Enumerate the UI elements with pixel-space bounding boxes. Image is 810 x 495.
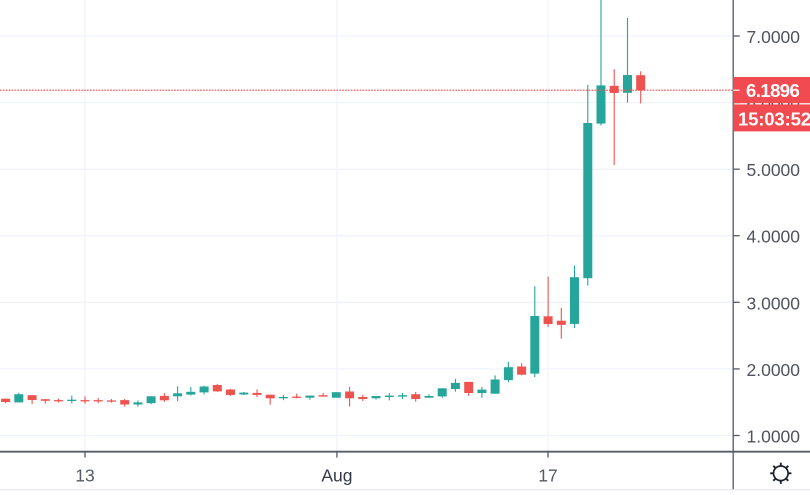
svg-text:4.0000: 4.0000	[747, 227, 801, 247]
svg-text:15:03:52: 15:03:52	[738, 109, 810, 130]
svg-text:7.0000: 7.0000	[747, 27, 801, 47]
svg-text:17: 17	[538, 466, 557, 486]
svg-text:6.1896: 6.1896	[746, 80, 800, 101]
svg-text:1.0000: 1.0000	[747, 427, 801, 447]
svg-text:2.0000: 2.0000	[747, 360, 801, 380]
svg-text:Aug: Aug	[321, 466, 352, 486]
svg-text:5.0000: 5.0000	[747, 160, 801, 180]
svg-text:13: 13	[75, 466, 94, 486]
svg-text:3.0000: 3.0000	[747, 293, 801, 313]
